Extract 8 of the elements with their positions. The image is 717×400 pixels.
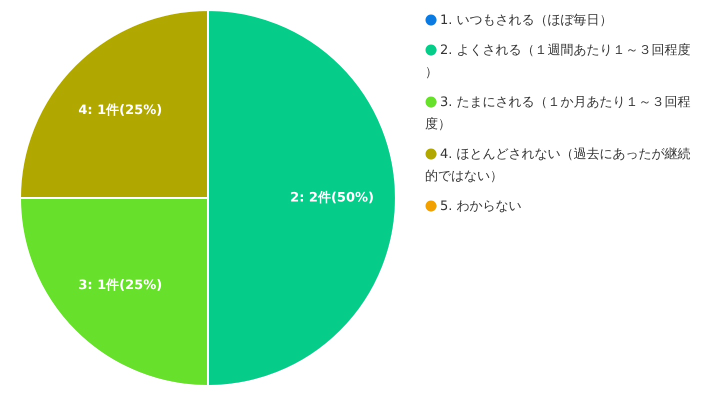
legend-label: 1. いつもされる（ほぼ毎日）	[440, 12, 613, 28]
legend-label: 3. たまにされる（１か月あたり１～３回程度）	[425, 94, 691, 132]
legend-label: 2. よくされる（１週間あたり１～３回程度）	[425, 42, 691, 80]
data-label: 4: 1件(25%)	[78, 102, 162, 118]
legend-label: 4. ほとんどされない（過去にあったが継続的ではない）	[425, 146, 691, 184]
legend-label: 5. わからない	[440, 198, 522, 214]
data-label: 2: 2件(50%)	[290, 190, 374, 206]
data-label: 3: 1件(25%)	[78, 278, 162, 294]
